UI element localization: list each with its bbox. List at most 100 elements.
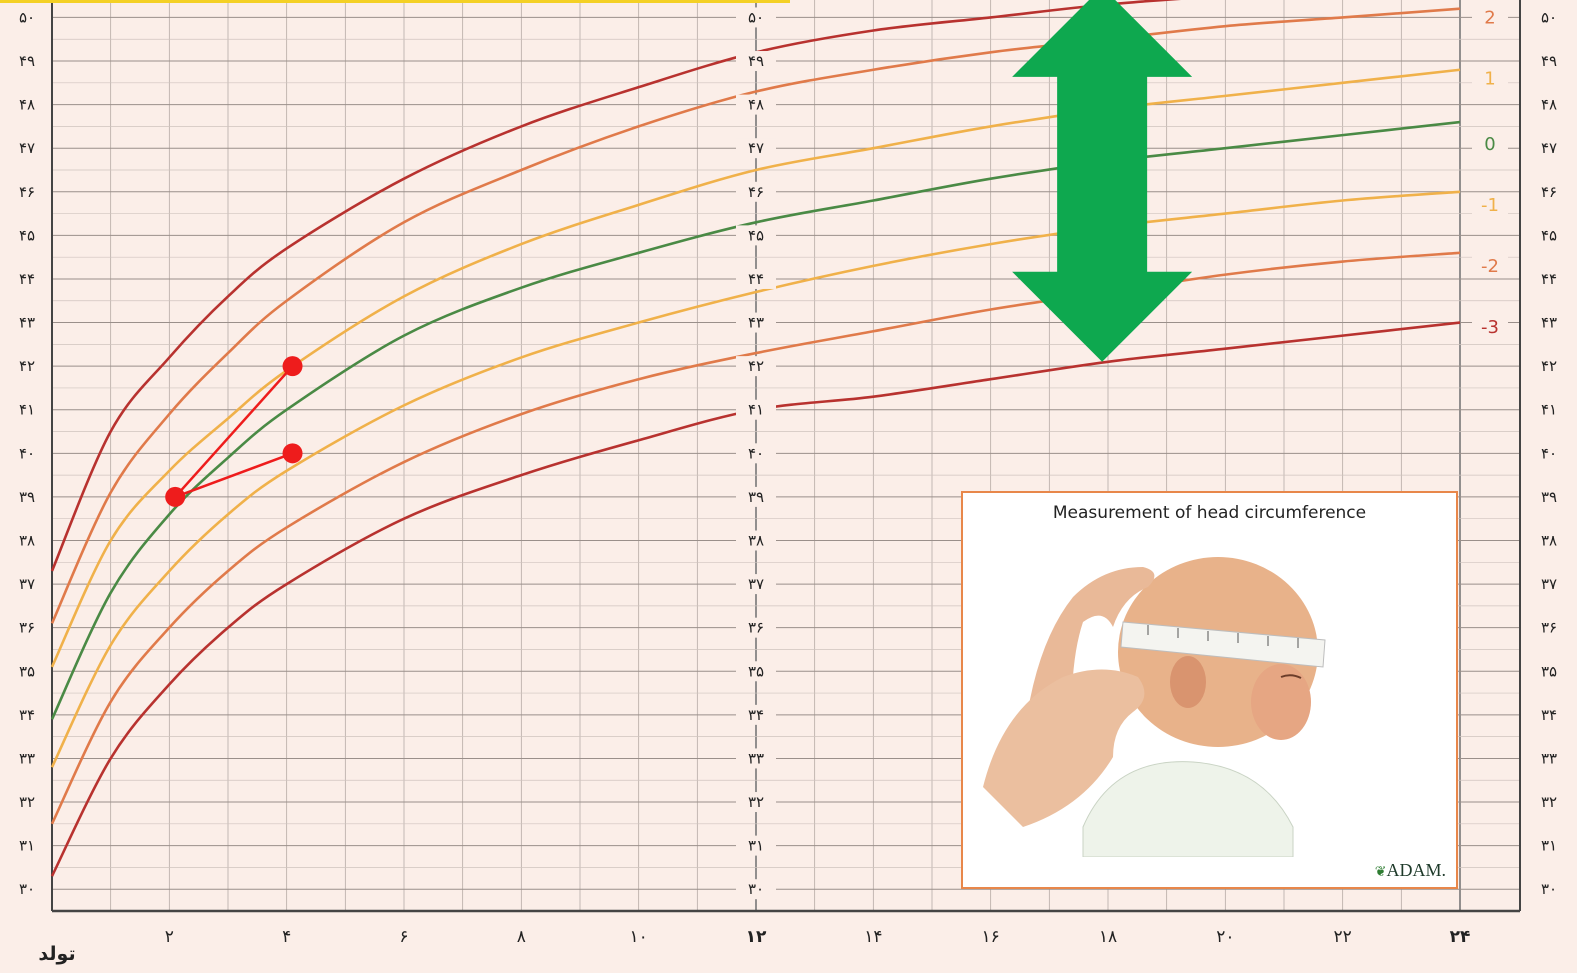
annotation-connector bbox=[174, 365, 294, 498]
z-label-bg bbox=[1472, 131, 1508, 156]
series-line-z3 bbox=[50, 0, 1181, 572]
y-tick-label-bg bbox=[736, 312, 776, 333]
y-tick-label-center: ۳۴ bbox=[748, 706, 764, 724]
y-tick-label-right: ۴۷ bbox=[1541, 139, 1557, 157]
y-tick-label-center: ۳۰ bbox=[748, 880, 764, 898]
x-tick-label: ۱۲ bbox=[746, 927, 767, 947]
y-tick-label-left: ۵۰ bbox=[19, 8, 35, 26]
y-tick-label-center: ۴۰ bbox=[748, 444, 764, 462]
z-label-bg bbox=[1472, 192, 1508, 217]
birth-label: تولد bbox=[38, 943, 75, 965]
y-tick-label-bg bbox=[736, 356, 776, 377]
series-line-z2 bbox=[50, 7, 1461, 624]
y-tick-label-left: ۳۴ bbox=[19, 706, 35, 724]
y-tick-label-left: ۳۳ bbox=[19, 749, 35, 767]
y-tick-label-right: ۳۵ bbox=[1541, 662, 1557, 680]
axes bbox=[51, 0, 1521, 913]
z-label-2: 2 bbox=[1484, 7, 1495, 28]
infant-garment bbox=[1082, 761, 1294, 857]
annotation-point bbox=[282, 443, 303, 464]
y-tick-label-right: ۴۱ bbox=[1541, 401, 1557, 419]
y-tick-label-center: ۳۹ bbox=[748, 488, 764, 506]
y-tick-label-center: ۵۰ bbox=[748, 8, 764, 26]
x-tick-label: ۱۴ bbox=[864, 927, 882, 947]
y-tick-label-right: ۳۸ bbox=[1541, 531, 1557, 549]
infant-measurement-illustration bbox=[983, 557, 1326, 857]
y-tick-label-right: ۵۰ bbox=[1541, 8, 1557, 26]
annotation-connector bbox=[174, 452, 293, 499]
y-tick-label-right: ۳۳ bbox=[1541, 749, 1557, 767]
x-tick-label: ۲۰ bbox=[1216, 927, 1234, 947]
y-tick-label-bg bbox=[736, 268, 776, 289]
infant-ear bbox=[1170, 656, 1206, 708]
x-tick-label: ۲۴ bbox=[1450, 927, 1471, 947]
y-tick-label-bg bbox=[736, 7, 776, 28]
y-tick-label-bg bbox=[736, 530, 776, 551]
y-tick-label-left: ۳۸ bbox=[19, 531, 35, 549]
annotation-point bbox=[165, 486, 186, 507]
y-tick-label-bg bbox=[736, 94, 776, 115]
y-tick-label-right: ۳۰ bbox=[1541, 880, 1557, 898]
x-tick-label: ۸ bbox=[517, 927, 526, 947]
x-tick-label: ۲ bbox=[165, 927, 174, 947]
z-score-labels: 2 1 0 -1 -2 -3 bbox=[1472, 5, 1508, 339]
z-label-1: 1 bbox=[1484, 68, 1495, 89]
annotations bbox=[165, 0, 1193, 507]
y-tick-label-bg bbox=[736, 399, 776, 420]
y-tick-label-right: ۴۴ bbox=[1541, 270, 1557, 288]
y-tick-label-center: ۴۷ bbox=[748, 139, 764, 157]
y-tick-label-center: ۴۱ bbox=[748, 401, 764, 419]
y-tick-label-left: ۳۱ bbox=[19, 837, 35, 855]
measuring-tape bbox=[1120, 621, 1326, 668]
y-tick-label-center: ۴۶ bbox=[748, 183, 764, 201]
z-label--1: -1 bbox=[1481, 195, 1499, 216]
z-label-bg bbox=[1472, 66, 1508, 91]
y-tick-label-bg bbox=[736, 138, 776, 159]
y-tick-label-right: ۴۶ bbox=[1541, 183, 1557, 201]
y-tick-label-right: ۴۳ bbox=[1541, 314, 1557, 332]
y-tick-label-bg bbox=[736, 617, 776, 638]
y-tick-label-center: ۳۷ bbox=[748, 575, 764, 593]
y-tick-label-left: ۴۰ bbox=[19, 444, 35, 462]
hand-lower bbox=[983, 669, 1145, 827]
y-tick-label-right: ۳۲ bbox=[1541, 793, 1557, 811]
series-line-z-3 bbox=[50, 321, 1461, 877]
y-tick-label-bg bbox=[736, 486, 776, 507]
y-tick-label-right: ۴۵ bbox=[1541, 226, 1557, 244]
x-tick-label: ۲۲ bbox=[1334, 927, 1352, 947]
y-tick-label-bg bbox=[736, 574, 776, 595]
x-tick-label: ۶ bbox=[399, 927, 408, 947]
y-tick-label-center: ۳۲ bbox=[748, 793, 764, 811]
y-tick-label-left: ۴۴ bbox=[19, 270, 35, 288]
x-tick-label: ۴ bbox=[282, 927, 291, 947]
y-tick-label-right: ۴۸ bbox=[1541, 96, 1557, 114]
y-tick-label-left: ۴۱ bbox=[19, 401, 35, 419]
y-tick-label-bg bbox=[736, 443, 776, 464]
y-tick-label-bg bbox=[736, 835, 776, 856]
y-tick-label-center: ۴۸ bbox=[748, 96, 764, 114]
y-tick-label-bg bbox=[736, 51, 776, 72]
leaf-icon: ❦ bbox=[1374, 865, 1387, 880]
annotation-point bbox=[282, 356, 303, 377]
y-tick-label-right: ۴۹ bbox=[1541, 52, 1557, 70]
top-highlight-strip bbox=[0, 0, 790, 3]
y-tick-label-right: ۳۹ bbox=[1541, 488, 1557, 506]
tick-labels: ۳۰ ۳۰ ۳۰ ۳۱ ۳۱ ۳۱ ۳۲ ۳۲ ۳۲ ۳۳ ۳۳ ۳۳ ۳۴ ۳۴ ۳۴ ۳۵ ۳۵ ۳۵ ۳۶ ۳۶… bbox=[19, 7, 1557, 947]
infant-eye bbox=[1280, 674, 1302, 679]
y-tick-label-left: ۴۲ bbox=[19, 357, 35, 375]
y-tick-label-right: ۳۷ bbox=[1541, 575, 1557, 593]
series-line-z1 bbox=[50, 68, 1461, 668]
z-label--2: -2 bbox=[1481, 256, 1499, 277]
y-tick-label-bg bbox=[736, 225, 776, 246]
x-tick-label: ۱۶ bbox=[982, 927, 1000, 947]
y-tick-label-center: ۴۳ bbox=[748, 314, 764, 332]
y-tick-label-center: ۴۹ bbox=[748, 52, 764, 70]
tape-ticks bbox=[1147, 625, 1299, 648]
y-tick-label-left: ۴۸ bbox=[19, 96, 35, 114]
series-line-z-2 bbox=[50, 251, 1461, 825]
y-tick-label-center: ۳۳ bbox=[748, 749, 764, 767]
y-tick-label-left: ۴۹ bbox=[19, 52, 35, 70]
y-tick-label-center: ۳۶ bbox=[748, 619, 764, 637]
y-tick-label-left: ۴۶ bbox=[19, 183, 35, 201]
y-tick-label-left: ۴۵ bbox=[19, 226, 35, 244]
